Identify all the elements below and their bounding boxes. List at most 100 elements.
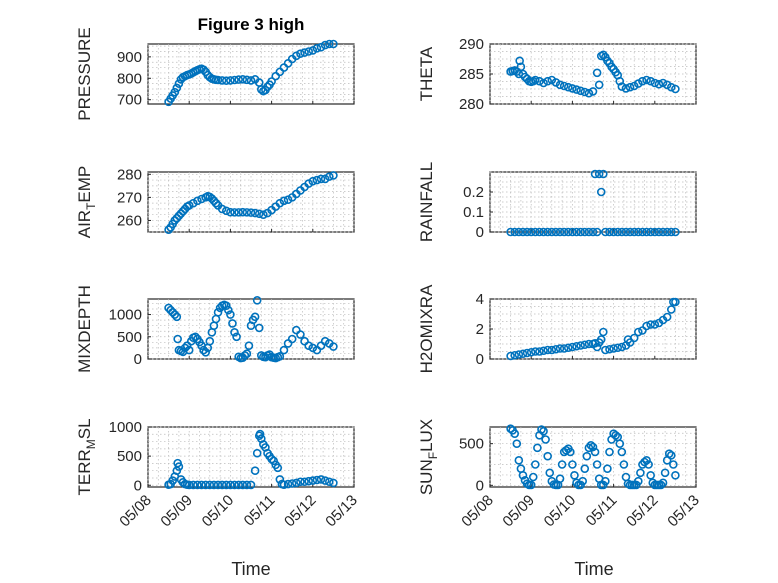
data-point: [252, 448, 262, 458]
y-axis-label-part: EMP: [75, 166, 94, 203]
data-point: [211, 198, 221, 208]
data-point: [526, 347, 536, 357]
data-point: [658, 227, 668, 237]
data-point: [244, 341, 254, 350]
data-point: [644, 460, 653, 469]
data-point: [226, 480, 235, 490]
data-point: [596, 335, 606, 344]
data-point: [588, 227, 598, 237]
data-point: [320, 40, 330, 50]
data-point: [666, 451, 676, 460]
data-point: [246, 76, 256, 85]
data-point: [541, 435, 550, 444]
y-axis-label: SUNFLUX: [417, 419, 440, 495]
data-point: [312, 175, 322, 185]
data-point: [580, 340, 590, 350]
data-point: [531, 460, 540, 469]
data-point: [324, 477, 334, 487]
data-point: [601, 476, 610, 486]
data-point: [592, 227, 602, 237]
y-tick-label: 280: [117, 166, 142, 183]
data-point: [173, 334, 182, 344]
data-point: [590, 169, 600, 179]
data-point: [588, 442, 598, 452]
data-point: [588, 87, 598, 96]
data-point: [197, 480, 206, 490]
data-point: [287, 479, 297, 488]
data-point: [308, 176, 318, 186]
data-point: [329, 39, 338, 49]
y-tick-label: 2: [476, 321, 484, 338]
y-tick-label: 900: [117, 49, 142, 66]
data-point: [273, 463, 283, 473]
data-point: [666, 305, 676, 314]
data-point: [522, 348, 532, 358]
data-point: [316, 475, 326, 484]
data-point: [189, 480, 198, 490]
data-point: [629, 227, 639, 237]
data-point: [586, 441, 596, 450]
y-axis-label: THETA: [417, 46, 436, 101]
x-tick-label: 05/11: [241, 492, 279, 530]
data-point: [230, 208, 239, 217]
data-point: [646, 320, 655, 329]
subplot-1: 700 800 900 PRESSURE: [75, 27, 355, 121]
data-point: [234, 75, 243, 84]
data-point: [296, 330, 305, 339]
y-tick-label: 1000: [109, 307, 142, 324]
data-point: [221, 76, 231, 85]
data-point: [609, 344, 618, 353]
x-tick-label: 05/12: [281, 492, 320, 531]
data-point: [515, 56, 524, 66]
data-point: [312, 475, 322, 485]
data-point: [526, 480, 536, 490]
data-point: [638, 227, 647, 237]
data-point: [594, 169, 604, 179]
data-point: [209, 480, 219, 490]
data-point: [617, 342, 627, 352]
data-point: [590, 447, 600, 457]
y-axis-label-subscript: M: [84, 439, 98, 449]
data-point: [275, 352, 285, 361]
data-point: [642, 321, 651, 331]
data-point: [605, 447, 614, 457]
data-point: [621, 84, 631, 93]
y-tick-label: 500: [117, 329, 142, 346]
data-point: [324, 172, 334, 181]
y-tick-label: 285: [459, 66, 484, 83]
y-tick-label: 800: [117, 70, 142, 87]
data-point: [605, 344, 614, 354]
data-point: [226, 207, 235, 217]
y-axis-label: RAINFALL: [417, 162, 436, 242]
y-axis-label-part: SUN: [417, 459, 436, 495]
data-point: [603, 56, 612, 66]
data-point: [304, 341, 313, 350]
x-tick-label: 05/11: [583, 492, 621, 530]
data-point: [625, 82, 635, 92]
y-axis-label-part: TERR: [75, 449, 94, 495]
data-point: [598, 327, 608, 337]
data-point: [601, 345, 610, 355]
data-point: [510, 227, 520, 237]
data-point: [609, 227, 618, 237]
subplot-7: 0 500 1000 TERRMSL 05/08 05/09 05/10 05/11 05/12…: [75, 418, 361, 530]
y-axis-label-part: AIR: [75, 210, 94, 238]
y-tick-label: 700: [117, 92, 142, 109]
data-point: [555, 474, 565, 483]
data-point: [551, 227, 561, 237]
y-tick-label: 1000: [109, 419, 142, 436]
data-point: [615, 439, 625, 448]
data-point: [568, 460, 577, 469]
data-point: [561, 446, 571, 455]
data-point: [226, 310, 235, 319]
data-point: [514, 227, 524, 237]
data-point: [539, 346, 548, 356]
data-point: [576, 227, 585, 237]
data-point: [594, 80, 604, 90]
data-point: [279, 196, 289, 206]
data-point: [578, 476, 588, 486]
data-point: [539, 227, 548, 237]
data-point: [238, 207, 248, 217]
data-point: [531, 75, 540, 85]
x-tick-label: 05/13: [664, 492, 703, 531]
